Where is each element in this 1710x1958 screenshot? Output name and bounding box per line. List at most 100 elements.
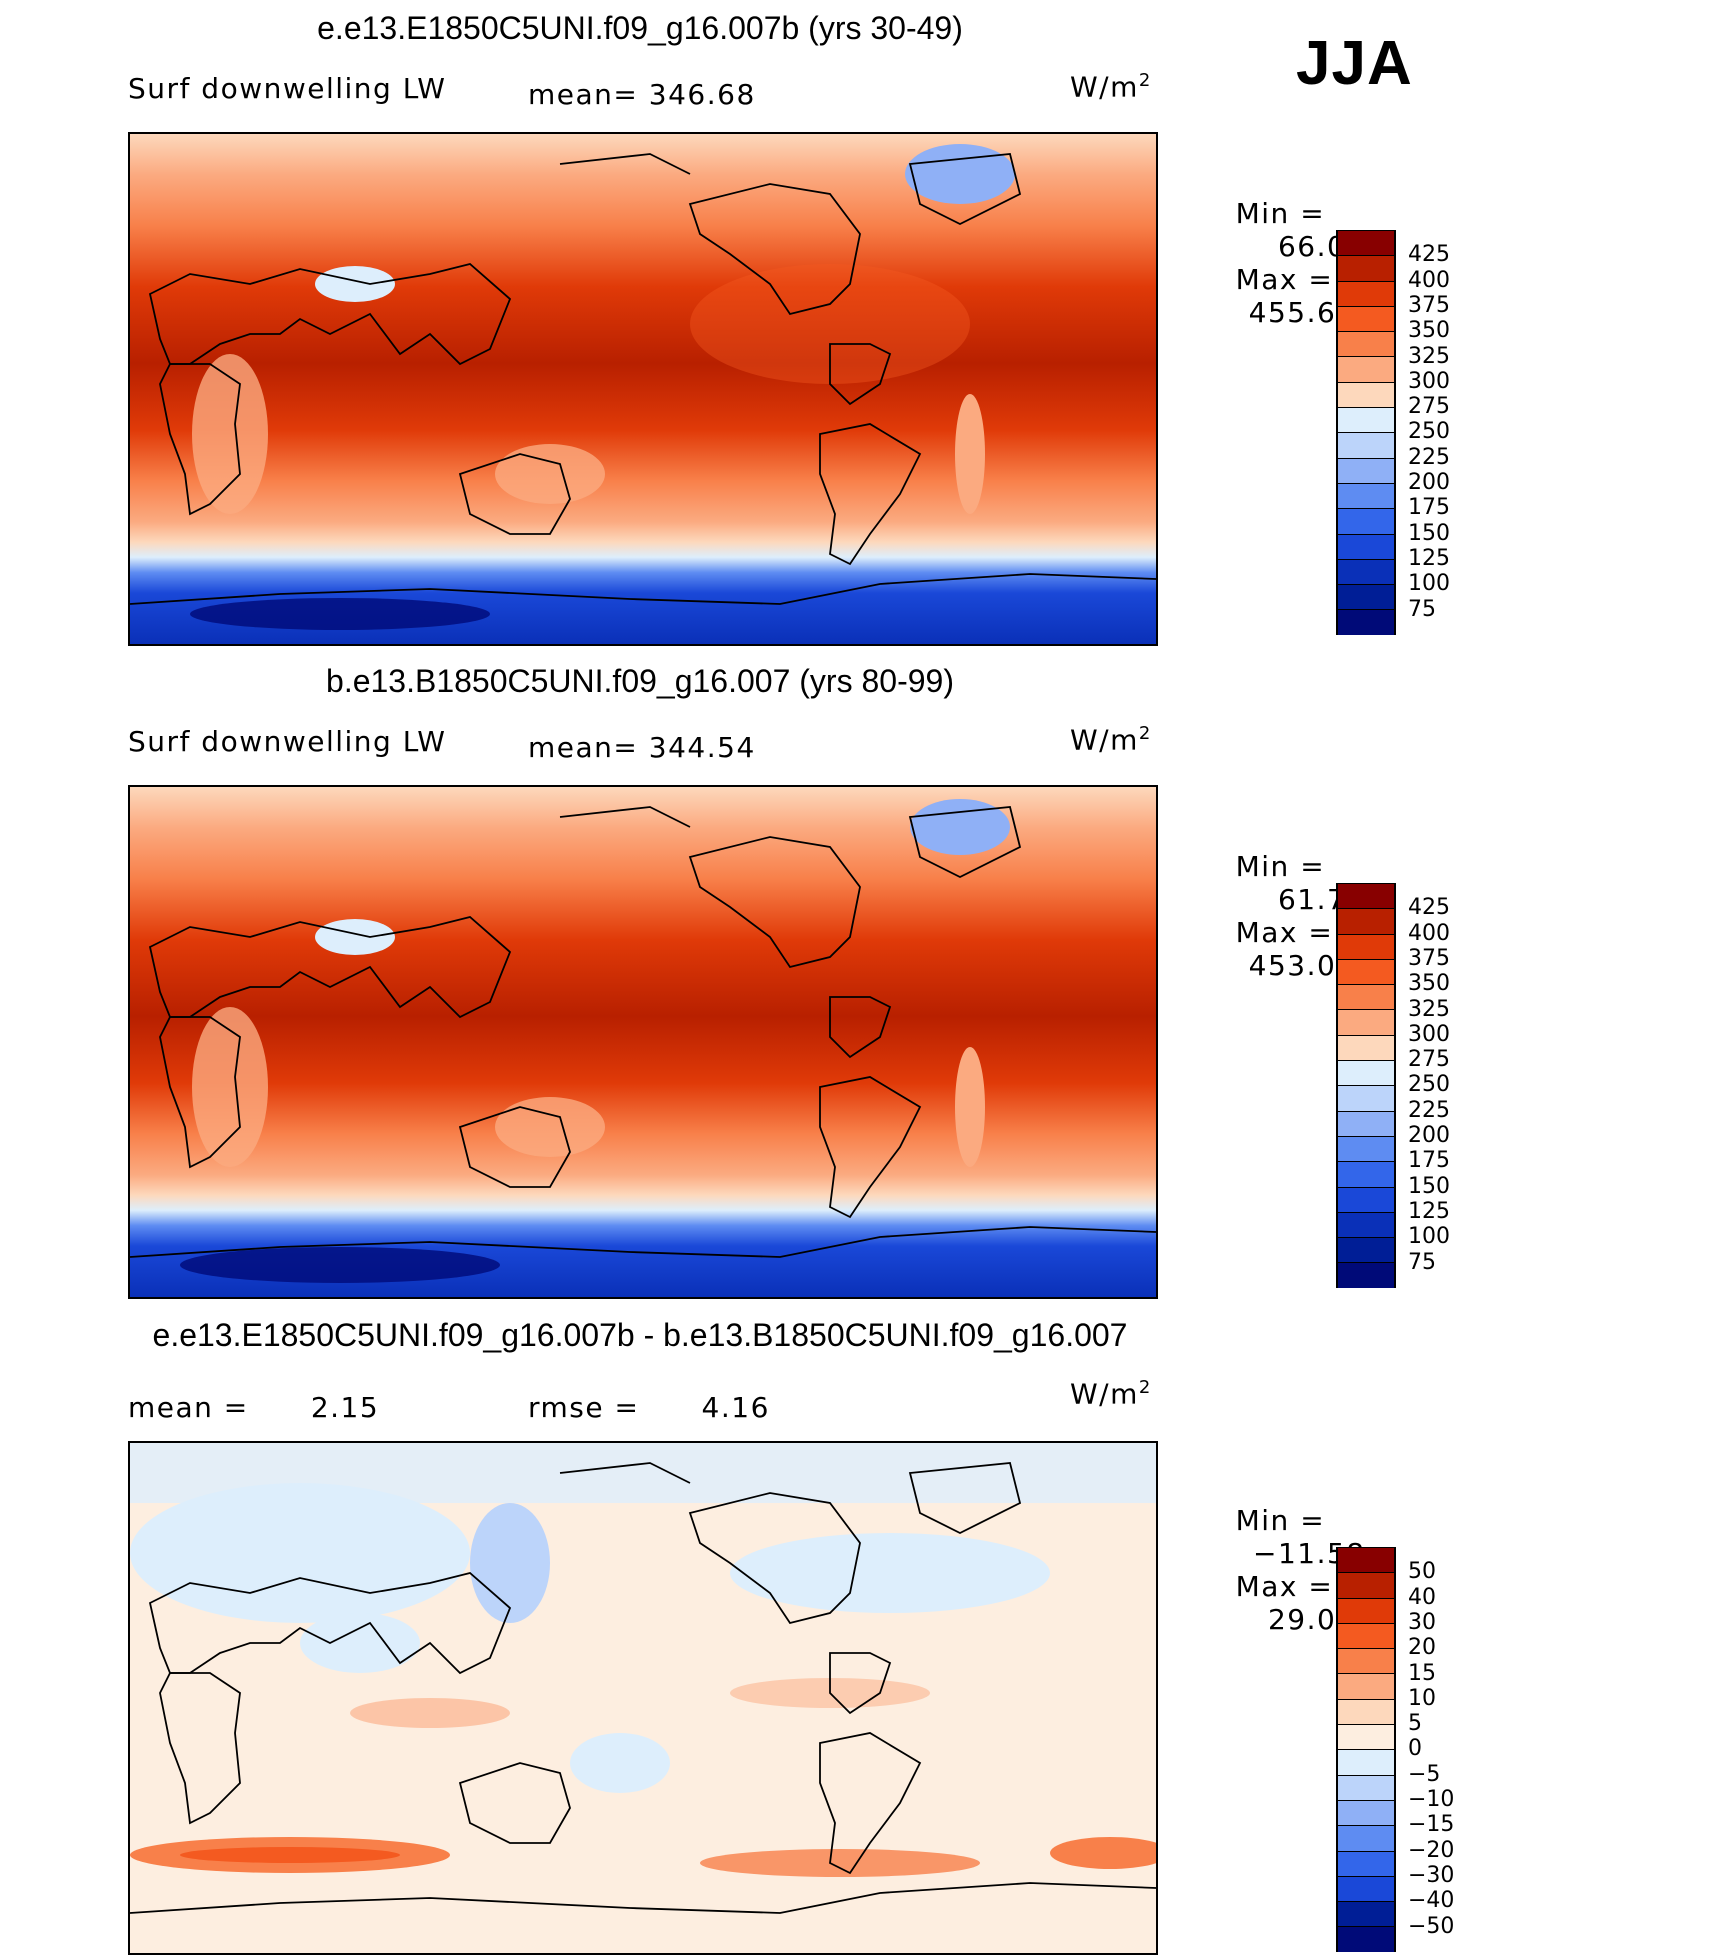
world-map (128, 1441, 1158, 1955)
colorbar-swatch (1336, 1547, 1396, 1573)
panel-baseline: b.e13.B1850C5UNI.f09_g16.007 (yrs 80-99)… (0, 653, 1710, 1303)
units-exponent: 2 (1138, 1377, 1151, 1398)
colorbar-tick-label: 325 (1408, 996, 1450, 1022)
colorbar-tick-label: −40 (1408, 1888, 1455, 1914)
colorbar-tick-label: −10 (1408, 1787, 1455, 1812)
panel-title: e.e13.E1850C5UNI.f09_g16.007b (yrs 30-49… (317, 10, 963, 46)
colorbar-tick-label: 100 (1408, 571, 1450, 597)
colorbar-swatch (1336, 1262, 1396, 1288)
colorbar-swatch (1336, 407, 1396, 433)
units-text: W/m (1070, 723, 1139, 757)
colorbar-tick-label: 175 (1408, 1148, 1450, 1174)
colorbar-tick-label: 425 (1408, 242, 1450, 268)
colorbar-swatch (1336, 1724, 1396, 1750)
colorbar-swatch (1336, 1060, 1396, 1086)
colorbar-tick-label: 250 (1408, 1072, 1450, 1098)
colorbar-swatch (1336, 958, 1396, 985)
mean-label: mean= 346.68 (528, 78, 756, 111)
colorbar-tick-label: 0 (1408, 1736, 1422, 1762)
colorbar-swatch (1336, 984, 1396, 1010)
colorbar-tick-label: 325 (1408, 343, 1450, 369)
colorbar-swatch (1336, 356, 1396, 382)
colorbar-swatch (1336, 1926, 1396, 1952)
colorbar-tick-label: 125 (1408, 545, 1450, 571)
colorbar-tick-label: 275 (1408, 1047, 1450, 1073)
colorbar-tick-label: 20 (1408, 1635, 1436, 1661)
colorbar-tick-label: 250 (1408, 419, 1450, 445)
colorbar-tick-label: 400 (1408, 267, 1450, 293)
colorbar-tick-label: −20 (1408, 1837, 1455, 1863)
colorbar-swatch (1336, 1186, 1396, 1212)
panel-title: b.e13.B1850C5UNI.f09_g16.007 (yrs 80-99) (326, 663, 954, 699)
variable-label: Surf downwelling LW (128, 72, 447, 105)
colorbar-tick-label: 425 (1408, 895, 1450, 921)
colorbar-tick-label: 350 (1408, 971, 1450, 997)
colorbar-swatch (1336, 1161, 1396, 1187)
colorbar-swatch (1336, 381, 1396, 408)
mean-caption: mean= (528, 78, 639, 111)
colorbar-swatch (1336, 933, 1396, 959)
units-exponent: 2 (1138, 70, 1151, 91)
colorbar-swatch (1336, 558, 1396, 585)
colorbar-tick-label: 200 (1408, 1123, 1450, 1148)
colorbar-tick-label: 225 (1408, 444, 1450, 470)
colorbar-swatch (1336, 1825, 1396, 1851)
colorbar-tick-label: −50 (1408, 1913, 1455, 1939)
units-label: W/m2 (1070, 1377, 1150, 1410)
colorbar-swatch (1336, 1085, 1396, 1111)
colorbar-swatch (1336, 457, 1396, 483)
colorbar: 425 400 375 350 325 300 275 250 225 200 175 150 125 1… (1336, 883, 1450, 1288)
max-caption: Max = (1235, 1570, 1334, 1603)
colorbar-tick-label: 5 (1408, 1711, 1422, 1737)
colorbar-swatch (1336, 908, 1396, 934)
rmse-caption: rmse = (528, 1391, 640, 1424)
colorbar-swatch (1336, 1774, 1396, 1800)
panel-difference: e.e13.E1850C5UNI.f09_g16.007b - b.e13.B1… (0, 1307, 1710, 1957)
colorbar-tick-label: 400 (1408, 920, 1450, 946)
colorbar-tick-label: −5 (1408, 1761, 1441, 1787)
colorbar-swatch (1336, 1237, 1396, 1263)
max-caption: Max = (1235, 916, 1334, 949)
colorbar-tick-label: 225 (1408, 1097, 1450, 1123)
colorbar-swatch (1336, 432, 1396, 458)
colorbar-tick-label: 40 (1408, 1584, 1436, 1610)
panel-experiment: e.e13.E1850C5UNI.f09_g16.007b (yrs 30-49… (0, 0, 1710, 650)
units-text: W/m (1070, 70, 1139, 104)
colorbar-tick-label: 100 (1408, 1224, 1450, 1250)
colorbar-tick-label: 125 (1408, 1198, 1450, 1224)
colorbar-swatch (1336, 305, 1396, 332)
mean-value: 2.15 (310, 1391, 380, 1424)
colorbar-swatch (1336, 1648, 1396, 1674)
mean-value: 346.68 (648, 78, 756, 111)
colorbar-tick-label: 150 (1408, 520, 1450, 546)
colorbar-swatch (1336, 1749, 1396, 1775)
mean-caption: mean = (128, 1391, 249, 1424)
colorbar-tick-label: 10 (1408, 1685, 1436, 1711)
colorbar-swatch (1336, 1622, 1396, 1649)
colorbar-swatch (1336, 255, 1396, 281)
colorbar-tick-label: 75 (1408, 1249, 1436, 1275)
colorbar-swatch (1336, 331, 1396, 357)
max-caption: Max = (1235, 263, 1334, 296)
colorbar-swatch (1336, 533, 1396, 559)
panel-title: e.e13.E1850C5UNI.f09_g16.007b - b.e13.B1… (152, 1317, 1128, 1353)
colorbar: 50 40 30 20 15 10 5 0 −5 −10 −15 −20 −30 −40 −50 (1336, 1547, 1454, 1952)
colorbar-swatch (1336, 1901, 1396, 1927)
colorbar-tick-label: 200 (1408, 470, 1450, 495)
colorbar-swatch (1336, 230, 1396, 256)
units-label: W/m2 (1070, 723, 1150, 756)
colorbar-swatch (1336, 280, 1396, 306)
mean-label: mean= 344.54 (528, 731, 756, 764)
colorbar-tick-label: 75 (1408, 596, 1436, 622)
colorbar-tick-label: 50 (1408, 1559, 1436, 1585)
colorbar-tick-label: 30 (1408, 1609, 1436, 1635)
colorbar-tick-label: 150 (1408, 1173, 1450, 1199)
mean-label: mean = 2.15 (128, 1391, 379, 1424)
colorbar-tick-label: 300 (1408, 368, 1450, 394)
colorbar-swatch (1336, 1572, 1396, 1598)
colorbar-tick-label: 15 (1408, 1660, 1436, 1686)
world-map (128, 785, 1158, 1299)
min-caption: Min = (1235, 1504, 1326, 1537)
world-map (128, 132, 1158, 646)
colorbar-swatch (1336, 883, 1396, 909)
